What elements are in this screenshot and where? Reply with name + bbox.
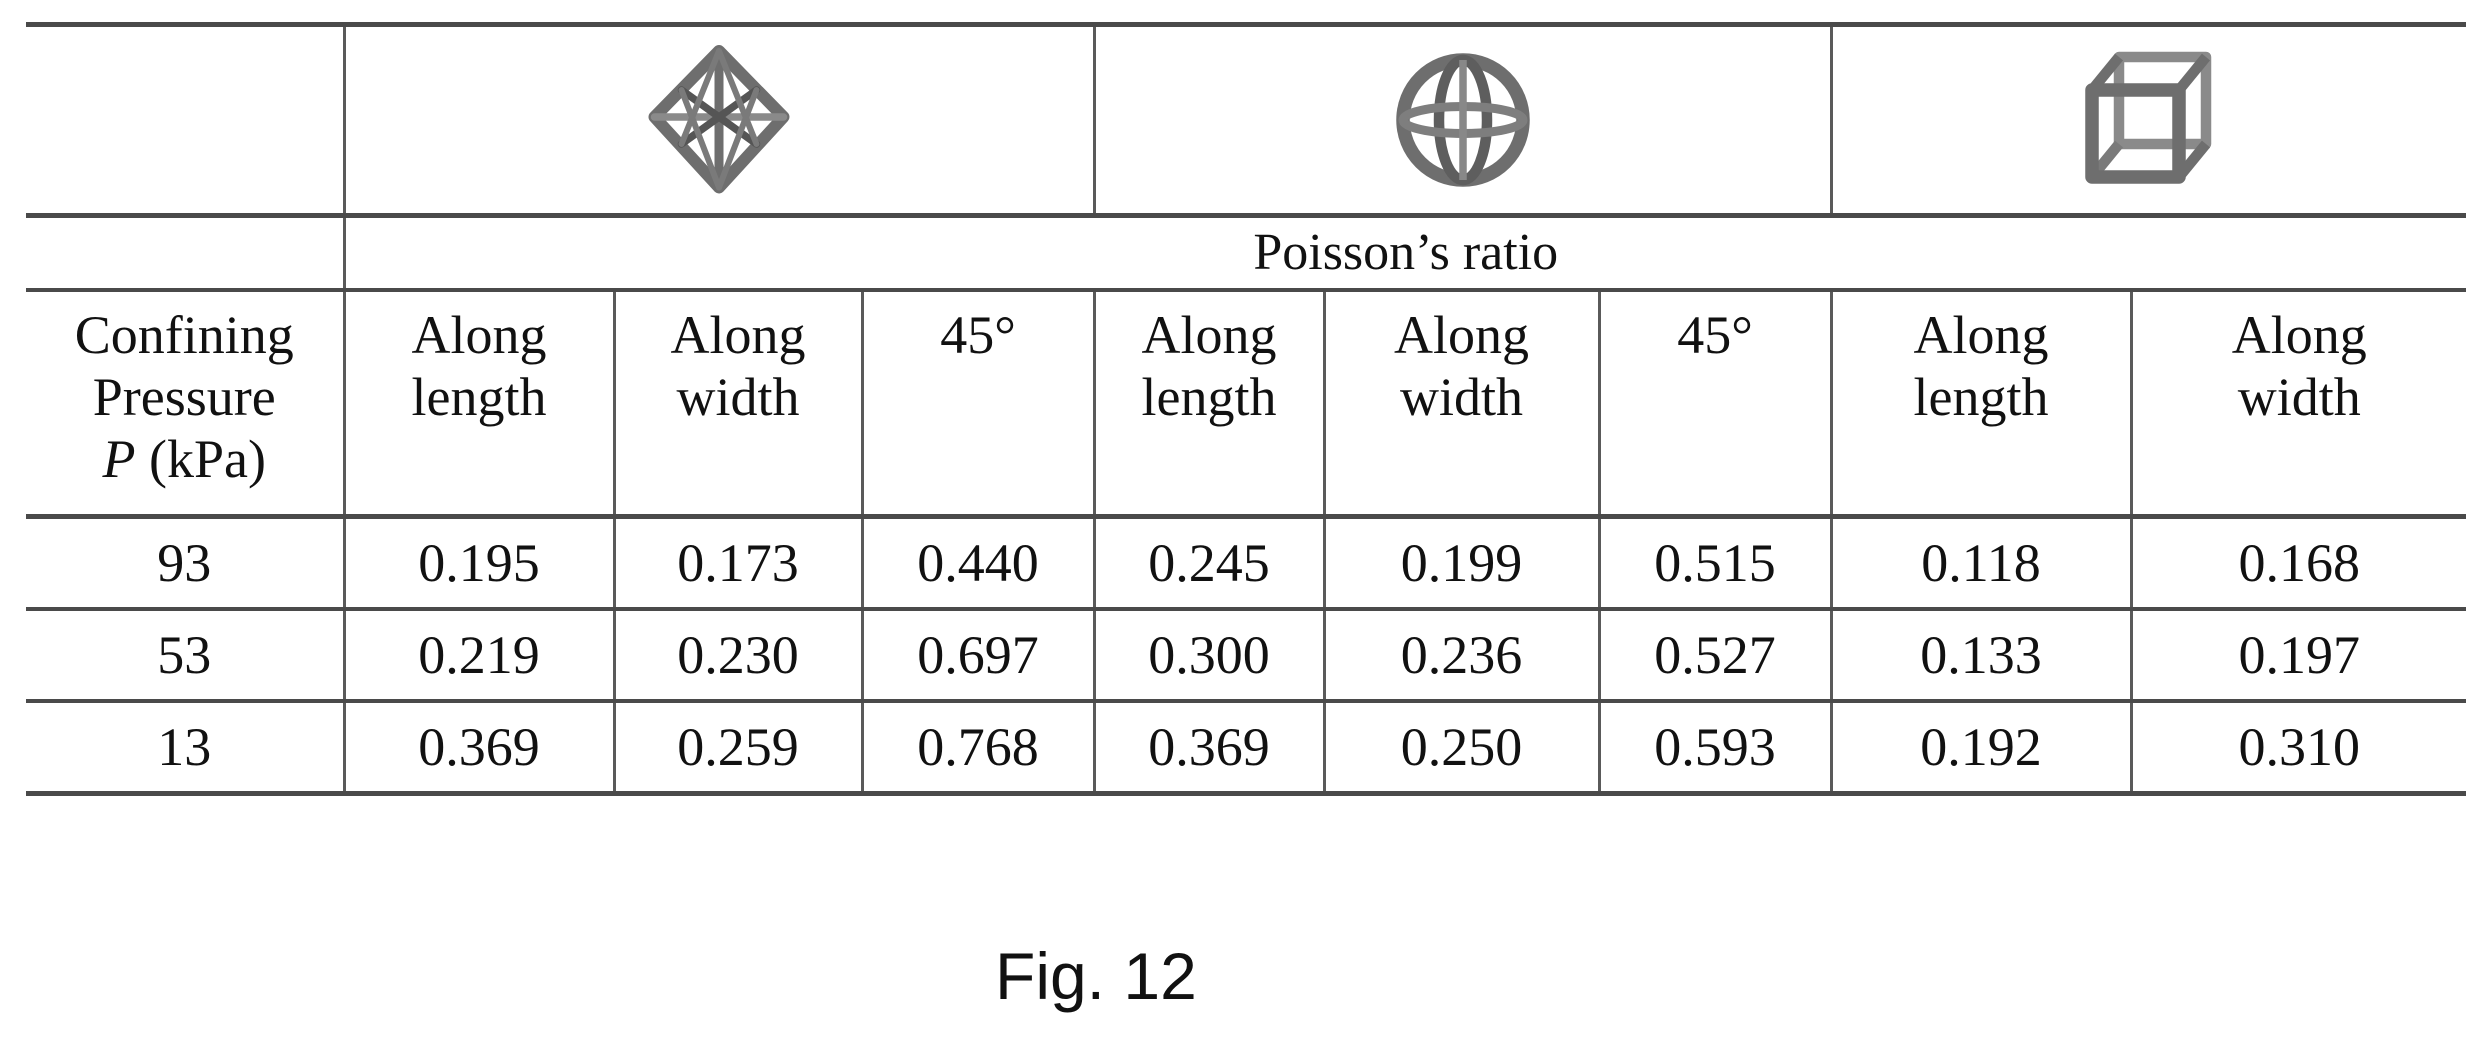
pressure-symbol: P [102,429,136,489]
value-cell: 0.697 [860,609,1094,703]
column-header: Along length [1829,290,2131,519]
column-header: Along length [1092,290,1324,519]
header-line: length [411,367,547,427]
value-cell: 0.245 [1092,516,1324,611]
table-row: 93 0.195 0.173 0.440 0.245 0.199 0.515 0… [26,516,2466,611]
column-header: Along width [2129,290,2466,519]
value-cell: 0.236 [1322,609,1599,703]
column-header: Along length [342,290,614,519]
value-cell: 0.192 [1829,701,2131,796]
sphere-lattice-icon [1395,53,1530,187]
value-cell: 0.197 [2129,609,2466,703]
pressure-cell: 93 [26,516,344,611]
header-line: 45° [940,305,1016,365]
value-cell: 0.259 [612,701,862,796]
header-line: width [676,367,800,427]
value-cell: 0.168 [2129,516,2466,611]
header-line: Along [1913,305,2049,365]
value-cell: 0.133 [1829,609,2131,703]
table-row: 53 0.219 0.230 0.697 0.300 0.236 0.527 0… [26,609,2466,703]
group-header-row: Poisson’s ratio [26,215,2466,292]
value-cell: 0.369 [1092,701,1324,796]
table-row: 13 0.369 0.259 0.768 0.369 0.250 0.593 0… [26,701,2466,796]
header-line: Along [411,305,547,365]
cube-lattice-icon [2085,51,2212,184]
header-line: Along [670,305,806,365]
corner-cell [26,22,344,218]
value-cell: 0.219 [342,609,614,703]
header-line: Confining [74,305,294,365]
column-header-row: Confining Pressure P (kPa) Along length A… [26,290,2466,519]
value-cell: 0.768 [860,701,1094,796]
poisson-ratio-table: Poisson’s ratio Confining Pressure P (kP… [26,22,2466,796]
header-line: width [2237,367,2361,427]
value-cell: 0.199 [1322,516,1599,611]
value-cell: 0.369 [342,701,614,796]
pressure-cell: 13 [26,701,344,796]
header-line: P (kPa) [26,428,343,490]
value-cell: 0.440 [860,516,1094,611]
value-cell: 0.515 [1597,516,1831,611]
pressure-cell: 53 [26,609,344,703]
column-header: 45° [1597,290,1831,519]
sphere-cell [1092,22,1831,218]
value-cell: 0.118 [1829,516,2131,611]
header-line: length [1141,367,1277,427]
header-line: Along [1141,305,1277,365]
octahedron-lattice-icon [648,45,790,194]
lattice-icon-row [26,22,2466,218]
header-line: Along [1394,305,1529,365]
value-cell: 0.593 [1597,701,1831,796]
header-line: width [1399,367,1523,427]
header-line: Pressure [92,367,276,427]
value-cell: 0.230 [612,609,862,703]
value-cell: 0.250 [1322,701,1599,796]
value-cell: 0.300 [1092,609,1324,703]
cube-cell [1829,22,2466,218]
value-cell: 0.173 [612,516,862,611]
header-line: Along [2231,305,2367,365]
value-cell: 0.195 [342,516,614,611]
value-cell: 0.310 [2129,701,2466,796]
column-header: Along width [1322,290,1599,519]
value-cell: 0.527 [1597,609,1831,703]
pressure-unit: (kPa) [135,429,266,489]
header-line: length [1913,367,2049,427]
header-line: 45° [1677,305,1753,365]
column-header: Along width [612,290,862,519]
octahedron-cell [342,22,1094,218]
column-header: 45° [860,290,1094,519]
poisson-ratio-heading: Poisson’s ratio [342,215,2466,292]
confining-pressure-header: Confining Pressure P (kPa) [26,290,344,519]
blank-header-cell [26,215,344,292]
figure-caption: Fig. 12 [995,939,1197,1013]
